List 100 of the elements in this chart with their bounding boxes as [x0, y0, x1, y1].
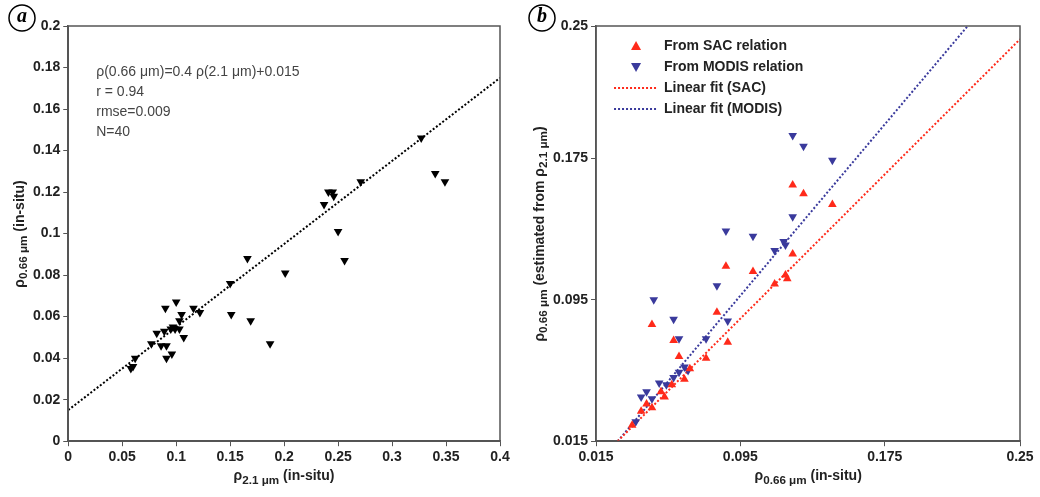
- point: [669, 375, 678, 383]
- point: [680, 364, 689, 372]
- point: [782, 273, 792, 282]
- point: [669, 335, 678, 343]
- legend-label: From SAC relation: [664, 36, 787, 53]
- y-tick-label: 0.08: [33, 265, 61, 282]
- point: [654, 380, 664, 388]
- x-tick-label: 0.4: [490, 448, 510, 465]
- point: [667, 379, 677, 388]
- point: [674, 336, 684, 344]
- x-tick-label: 0.2: [274, 448, 295, 465]
- point: [329, 193, 339, 202]
- point: [430, 170, 440, 179]
- y-tick-label: 0.02: [33, 390, 61, 407]
- point: [226, 312, 236, 320]
- point: [243, 256, 252, 264]
- y-tick-label: 0.14: [33, 141, 61, 158]
- point: [647, 402, 657, 411]
- point: [649, 297, 659, 305]
- y-tick-label: 0.18: [33, 58, 61, 75]
- point: [828, 157, 837, 166]
- point: [162, 343, 171, 351]
- x-tick-label: 0.15: [216, 448, 244, 465]
- point: [799, 143, 808, 152]
- point: [647, 396, 657, 404]
- point: [669, 316, 678, 325]
- point: [130, 355, 140, 364]
- point: [748, 266, 758, 275]
- point: [642, 389, 651, 397]
- point: [748, 233, 758, 242]
- point: [340, 258, 349, 266]
- legend-label: Linear fit (SAC): [664, 78, 766, 95]
- point: [636, 406, 646, 414]
- y-tick-label: 0.04: [33, 349, 61, 366]
- chart-title: b: [537, 4, 547, 27]
- point: [333, 229, 343, 237]
- x-tick-label: 0.25: [324, 448, 352, 465]
- point: [788, 180, 798, 188]
- point: [721, 261, 731, 269]
- y-tick-label: 0.1: [40, 224, 61, 241]
- point: [177, 312, 186, 320]
- y-tick-label: 0.06: [33, 307, 61, 324]
- x-tick-label: 0.015: [578, 448, 614, 465]
- point: [189, 305, 198, 314]
- y-tick-label: 0.2: [40, 16, 61, 33]
- x-tick-label: 0.25: [1006, 448, 1034, 465]
- annotation: r = 0.94: [96, 83, 145, 99]
- point: [356, 179, 366, 187]
- point: [781, 242, 790, 251]
- y-tick-label: 0.015: [552, 432, 589, 449]
- point: [680, 374, 689, 382]
- point: [246, 318, 255, 326]
- point: [179, 334, 189, 343]
- point: [416, 135, 426, 144]
- y-tick-label: 0.25: [560, 16, 589, 33]
- y-tick-label: 0.175: [552, 149, 589, 166]
- legend-label: From MODIS relation: [664, 57, 804, 74]
- x-tick-label: 0.175: [867, 448, 903, 465]
- annotation: N=40: [96, 123, 131, 139]
- point: [171, 299, 181, 308]
- annotation: ρ(0.66 μm)=0.4 ρ(2.1 μm)+0.015: [96, 63, 300, 79]
- point: [701, 353, 711, 361]
- point: [770, 247, 779, 256]
- point: [265, 341, 275, 349]
- point: [642, 399, 651, 407]
- point: [788, 133, 798, 141]
- point: [319, 202, 329, 210]
- point: [701, 336, 711, 344]
- chart-title: a: [17, 4, 27, 27]
- point: [721, 228, 731, 236]
- point: [147, 341, 156, 349]
- point: [656, 386, 666, 395]
- point: [627, 420, 637, 428]
- x-tick-label: 0.35: [432, 448, 460, 465]
- x-tick-label: 0.095: [722, 448, 759, 465]
- point: [152, 330, 162, 339]
- point: [685, 363, 695, 372]
- point: [712, 283, 722, 291]
- point: [788, 214, 798, 222]
- point: [161, 305, 170, 314]
- point: [631, 419, 641, 427]
- point: [712, 307, 722, 315]
- x-axis-title: ρ$_{2.1 μm}$ (in-situ): [233, 467, 335, 486]
- x-tick-label: 0.3: [382, 448, 402, 465]
- point: [723, 337, 733, 345]
- y-tick-label: 0.095: [552, 290, 589, 307]
- x-tick-label: 0: [64, 448, 73, 465]
- point: [159, 328, 169, 337]
- point: [788, 248, 798, 257]
- point: [799, 188, 808, 197]
- point: [828, 199, 837, 207]
- point: [674, 369, 684, 378]
- x-tick-label: 0.05: [108, 448, 137, 465]
- point: [195, 309, 205, 318]
- point: [162, 355, 171, 364]
- legend-label: Linear fit (MODIS): [664, 99, 783, 116]
- point: [175, 318, 184, 326]
- point: [662, 382, 671, 390]
- annotation: rmse=0.009: [96, 103, 171, 119]
- y-tick-label: 0.12: [33, 182, 61, 199]
